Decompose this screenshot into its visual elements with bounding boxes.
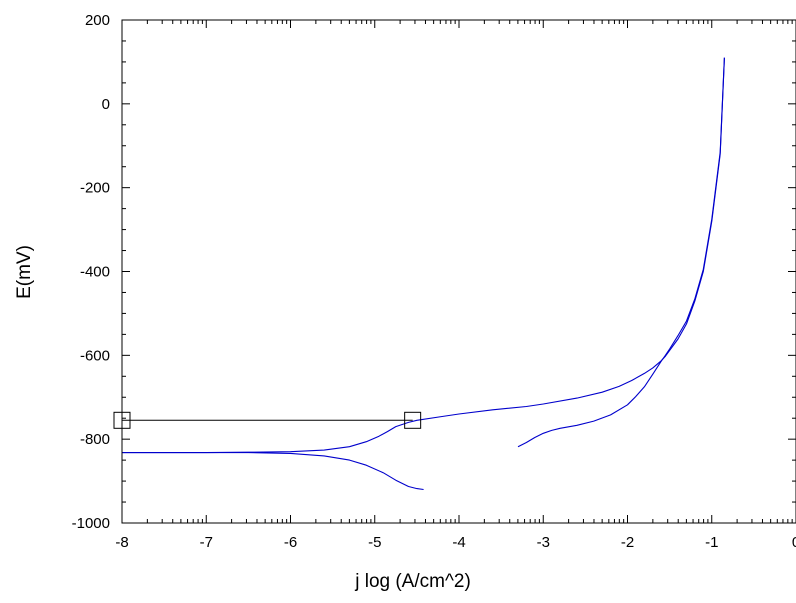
x-tick-label: -7: [200, 534, 213, 551]
y-tick-label: -400: [80, 264, 110, 281]
square-marker-2: [404, 411, 422, 429]
y-axis-label: E(mV): [14, 245, 35, 299]
y-tick-label: 200: [85, 12, 110, 29]
axis-ticks: [121, 19, 796, 524]
x-tick-label: 0: [792, 534, 796, 551]
series-line-2: [122, 57, 725, 454]
x-tick-label: -2: [621, 534, 634, 551]
y-tick-label: -1000: [72, 515, 110, 532]
x-tick-label: -4: [452, 534, 465, 551]
x-tick-label: -1: [705, 534, 718, 551]
series-line-3: [517, 57, 725, 448]
x-tick-label: -6: [284, 534, 297, 551]
series-lines: [122, 57, 725, 491]
y-tick-label: -800: [80, 431, 110, 448]
x-tick-label: -5: [368, 534, 381, 551]
x-tick-label: -3: [537, 534, 550, 551]
x-axis-label: j log (A/cm^2): [354, 571, 471, 592]
y-tick-label: -600: [80, 347, 110, 364]
y-tick-label: -200: [80, 180, 110, 197]
x-tick-label: -8: [115, 534, 128, 551]
tick-labels: -8 -7 -6 -5 -4 -3 -2 -1 0 200 0 -200 -400 -600 -800 -10…: [72, 12, 796, 551]
plot-frame: [121, 19, 796, 524]
y-tick-label: 0: [102, 96, 110, 113]
